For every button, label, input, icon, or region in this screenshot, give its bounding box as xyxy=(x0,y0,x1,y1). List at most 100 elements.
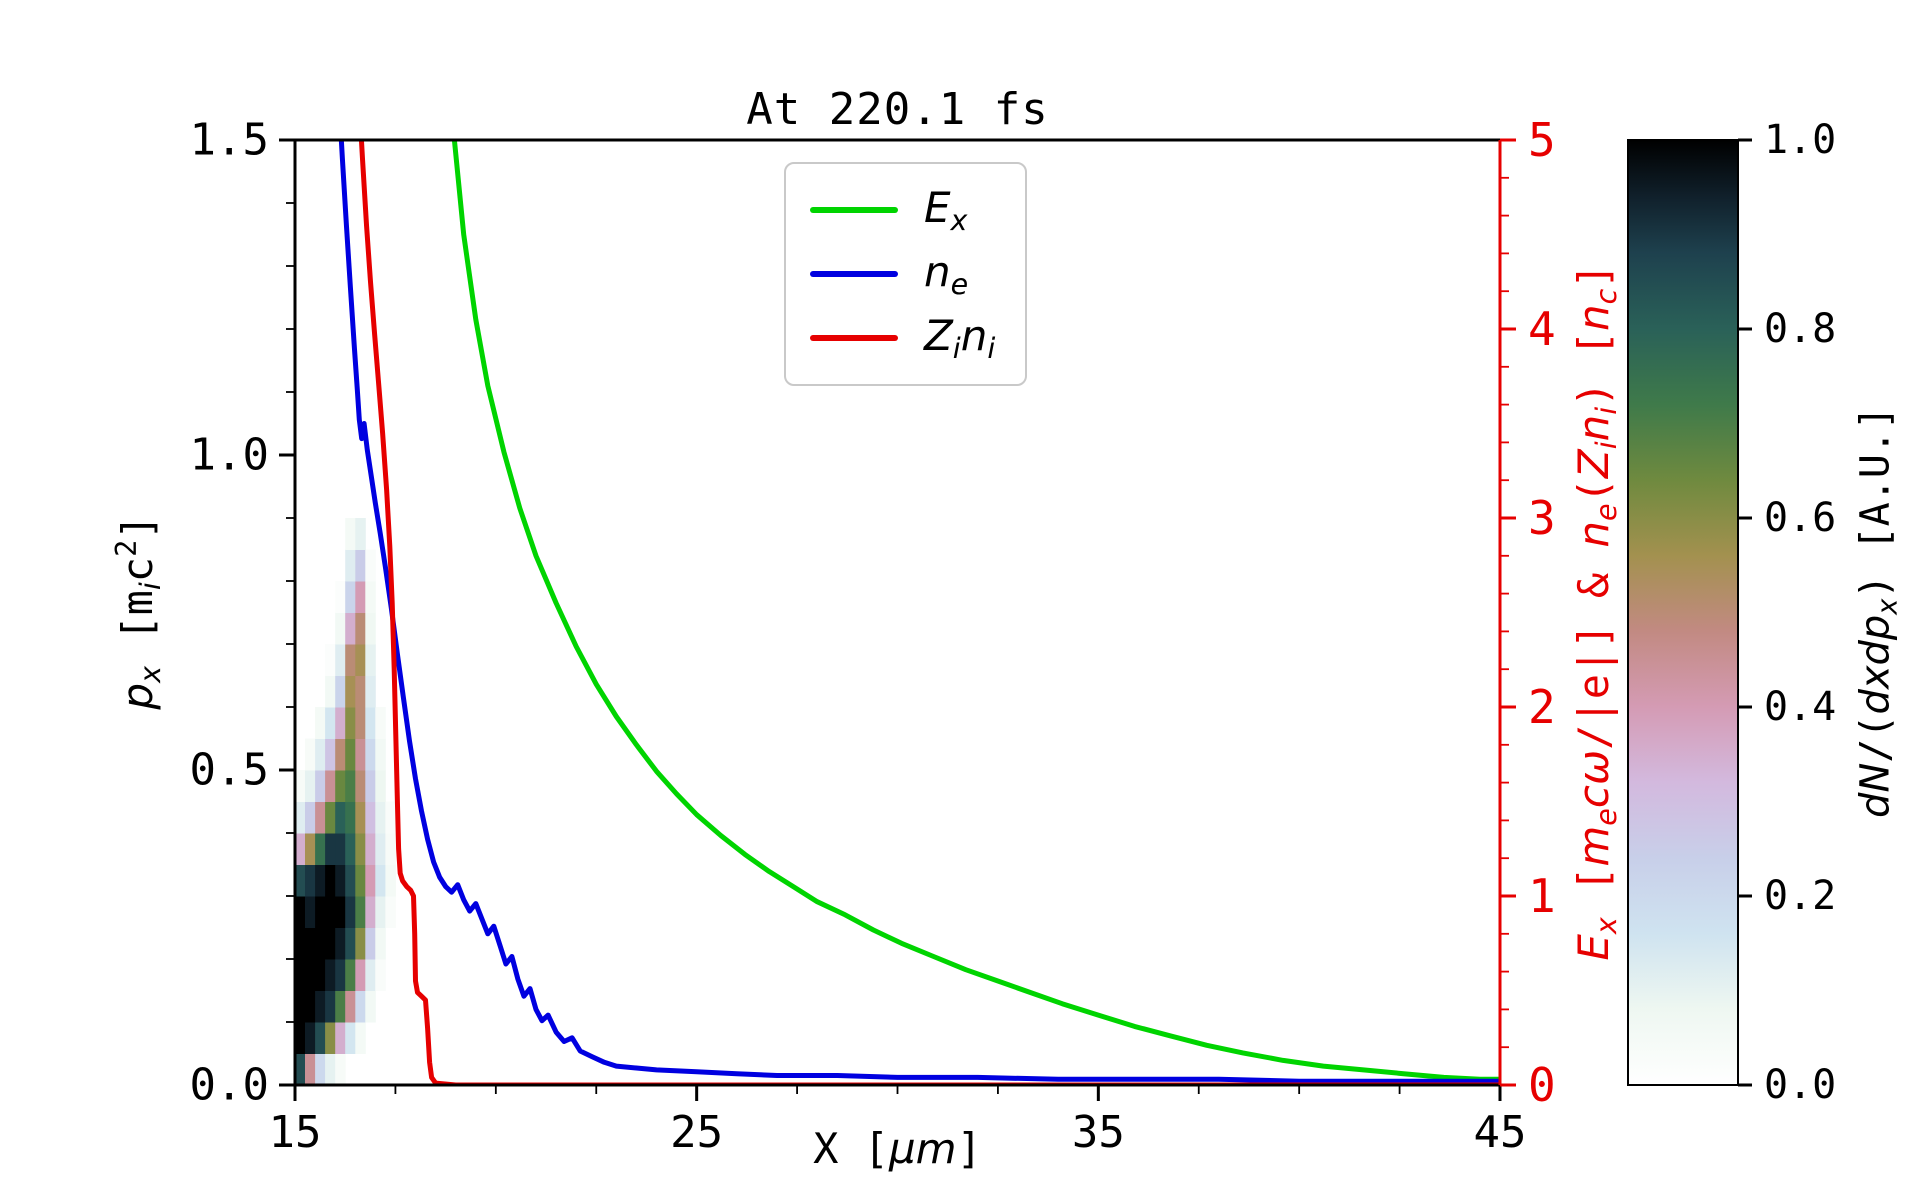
heatmap-cell xyxy=(385,864,396,897)
heatmap-cell xyxy=(335,1053,346,1085)
heatmap-cell xyxy=(345,801,356,834)
y-right-tick-label: 1 xyxy=(1528,869,1556,923)
heatmap-cell xyxy=(355,644,366,676)
y-right-tick-label: 0 xyxy=(1528,1058,1556,1112)
heatmap-cell xyxy=(345,770,356,802)
heatmap-cell xyxy=(365,864,376,897)
legend-line-sample-ne xyxy=(810,271,898,277)
heatmap-cell xyxy=(375,896,386,928)
heatmap-cell xyxy=(345,644,356,676)
legend-item-Zini: Zini xyxy=(810,306,995,370)
legend-item-label-Ex: Ex xyxy=(924,183,968,237)
heatmap-cell xyxy=(305,864,316,897)
heatmap-cell xyxy=(295,959,306,991)
heatmap-cell xyxy=(345,959,356,991)
heatmap-cell xyxy=(325,1053,336,1085)
heatmap-cell xyxy=(315,770,326,802)
colorbar xyxy=(1627,139,1739,1086)
heatmap-cell xyxy=(335,770,346,802)
heatmap-cell xyxy=(325,801,336,834)
heatmap-cell xyxy=(345,707,356,739)
heatmap-cell xyxy=(345,990,356,1023)
colorbar-tick-label: 0.6 xyxy=(1764,495,1836,541)
heatmap-cell xyxy=(345,675,356,708)
heatmap-cell xyxy=(385,896,396,928)
heatmap-cell xyxy=(315,1053,326,1085)
colorbar-tick-label: 0.2 xyxy=(1764,873,1836,919)
heatmap-cell xyxy=(355,707,366,739)
y-left-tick-label: 1.5 xyxy=(190,115,269,166)
heatmap-cell xyxy=(325,675,336,708)
heatmap-cell xyxy=(335,675,346,708)
heatmap-cell xyxy=(325,927,336,960)
heatmap-cell xyxy=(305,896,316,928)
heatmap-cell xyxy=(375,833,386,865)
heatmap-cell xyxy=(355,864,366,897)
heatmap-cell xyxy=(315,959,326,991)
heatmap-cell xyxy=(315,990,326,1023)
heatmap-cell xyxy=(355,675,366,708)
heatmap-cell xyxy=(295,1053,306,1085)
heatmap-cell xyxy=(335,1022,346,1054)
x-axis-label: X [μm] xyxy=(813,1124,982,1173)
x-tick-label: 25 xyxy=(670,1107,723,1158)
heatmap-cell xyxy=(365,549,376,582)
colorbar-tick-label: 0.0 xyxy=(1764,1062,1836,1108)
heatmap-cell xyxy=(335,864,346,897)
heatmap-cell xyxy=(345,581,356,613)
heatmap-cell xyxy=(315,864,326,897)
y-right-tick-label: 5 xyxy=(1528,113,1556,167)
legend-line-sample-Ex xyxy=(810,207,898,213)
colorbar-label: dN/(dxdpx) [A.U.] xyxy=(1852,405,1904,819)
heatmap-cell xyxy=(375,959,386,991)
plot-title: At 220.1 fs xyxy=(746,84,1049,135)
heatmap-cell xyxy=(305,927,316,960)
legend-item-ne: ne xyxy=(810,242,995,306)
heatmap-cell xyxy=(375,770,386,802)
heatmap-cell xyxy=(355,990,366,1023)
heatmap-cell xyxy=(305,833,316,865)
legend-item-label-Zini: Zini xyxy=(924,311,996,365)
heatmap-cell xyxy=(335,738,346,771)
heatmap-cell xyxy=(365,833,376,865)
heatmap-cell xyxy=(315,1022,326,1054)
heatmap-cell xyxy=(325,644,336,676)
heatmap-cell xyxy=(345,833,356,865)
y-left-tick-label: 1.0 xyxy=(190,430,269,481)
heatmap-cell xyxy=(345,927,356,960)
heatmap-cell xyxy=(355,518,366,550)
heatmap-cell xyxy=(355,612,366,645)
y-left-tick-label: 0.5 xyxy=(190,745,269,796)
y-left-tick-label: 0.0 xyxy=(190,1060,269,1111)
heatmap-cell xyxy=(335,990,346,1023)
heatmap-cell xyxy=(325,738,336,771)
legend-line-sample-Zini xyxy=(810,335,898,341)
heatmap-cell xyxy=(365,896,376,928)
heatmap-cell xyxy=(375,864,386,897)
y-right-tick-label: 3 xyxy=(1528,491,1556,545)
heatmap-cell xyxy=(345,1022,356,1054)
heatmap-cell xyxy=(335,896,346,928)
heatmap-cell xyxy=(315,801,326,834)
legend-item-label-ne: ne xyxy=(924,247,969,301)
heatmap-cell xyxy=(325,959,336,991)
heatmap-cell xyxy=(345,896,356,928)
heatmap-cell xyxy=(355,738,366,771)
heatmap-cell xyxy=(385,801,396,834)
heatmap-cell xyxy=(335,707,346,739)
heatmap-cell xyxy=(295,770,306,802)
heatmap-cell xyxy=(335,959,346,991)
legend: Ex ne Zini xyxy=(784,162,1028,386)
phase-space-heatmap xyxy=(295,518,396,1085)
heatmap-cell xyxy=(295,927,306,960)
heatmap-cell xyxy=(305,738,316,771)
heatmap-cell xyxy=(335,801,346,834)
heatmap-cell xyxy=(315,833,326,865)
heatmap-cell xyxy=(295,801,306,834)
series-line-Ex xyxy=(451,140,1500,1082)
heatmap-cell xyxy=(365,770,376,802)
heatmap-cell xyxy=(315,707,326,739)
heatmap-cell xyxy=(325,833,336,865)
heatmap-cell xyxy=(325,864,336,897)
